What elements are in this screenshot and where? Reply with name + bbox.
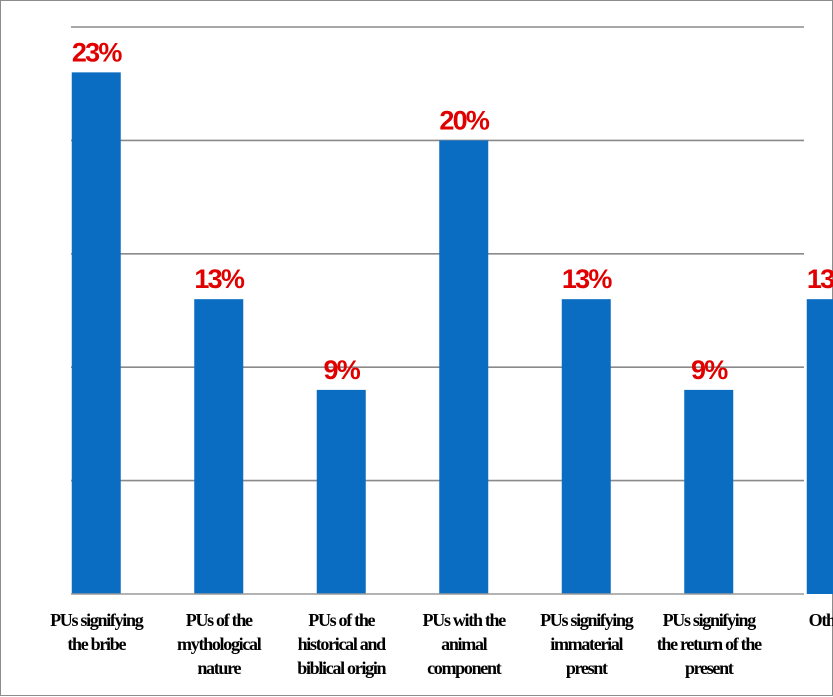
bar-7 xyxy=(806,299,833,594)
bar-4 xyxy=(439,140,489,594)
category-label-3-line-1: PUs of the xyxy=(308,610,375,630)
bar-2 xyxy=(194,299,244,594)
category-label-4-line-1: PUs with the xyxy=(423,610,507,630)
category-label-2-line-2: mythological xyxy=(177,634,262,654)
data-label-4: 20% xyxy=(439,105,489,135)
data-label-3: 9% xyxy=(324,355,361,385)
category-label-4: PUs with the animal component xyxy=(423,610,507,678)
category-label-5-line-3: presnt xyxy=(566,658,608,678)
bar-1 xyxy=(71,72,121,595)
category-label-6-line-3: present xyxy=(685,658,734,678)
category-label-5: PUs signifying immaterial presnt xyxy=(540,610,634,678)
category-label-5-line-2: immaterial xyxy=(550,634,623,654)
bar-3 xyxy=(316,389,366,594)
bar-6 xyxy=(684,389,734,594)
category-label-3-line-3: biblical origin xyxy=(297,658,386,678)
category-label-4-line-2: animal xyxy=(441,634,488,654)
category-label-2: PUs of the mythological nature xyxy=(177,610,262,678)
category-label-1: PUs signifying the bribe xyxy=(50,610,144,654)
category-label-6: PUs signifying the return of the present xyxy=(657,610,762,678)
data-label-7: 13% xyxy=(807,264,833,294)
category-label-3: PUs of the historical and biblical origin xyxy=(297,610,386,678)
gridlines xyxy=(71,26,804,482)
category-label-1-line-2: the bribe xyxy=(67,634,126,654)
data-labels: 23% 13% 9% 20% 13% 9% 13% xyxy=(72,37,833,385)
category-label-5-line-1: PUs signifying xyxy=(540,610,634,630)
category-label-2-line-3: nature xyxy=(197,658,241,678)
data-label-6: 9% xyxy=(691,355,728,385)
data-label-1: 23% xyxy=(72,37,122,67)
category-label-2-line-1: PUs of the xyxy=(186,610,253,630)
category-label-6-line-1: PUs signifying xyxy=(663,610,757,630)
category-label-6-line-2: the return of the xyxy=(657,634,762,654)
category-label-7-line-1: Others xyxy=(809,610,833,630)
data-label-2: 13% xyxy=(194,264,244,294)
category-label-1-line-1: PUs signifying xyxy=(50,610,144,630)
category-label-7: Others xyxy=(809,610,833,630)
category-label-3-line-2: historical and xyxy=(298,634,387,654)
category-labels: PUs signifying the bribe PUs of the mytholo… xyxy=(50,610,833,678)
bars xyxy=(71,72,833,595)
data-label-5: 13% xyxy=(562,264,612,294)
bar-5 xyxy=(561,299,611,594)
category-label-4-line-3: component xyxy=(427,658,502,678)
